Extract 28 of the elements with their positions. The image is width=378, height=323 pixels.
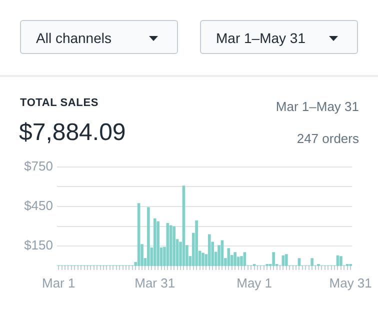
bar — [202, 252, 204, 266]
x-tick-label: Mar 1 — [42, 275, 76, 290]
bar — [172, 226, 176, 266]
bar — [234, 252, 236, 266]
bar — [340, 256, 342, 266]
x-tick-label: May 31 — [329, 275, 372, 290]
bar — [310, 258, 314, 266]
text: All channels — [36, 30, 112, 46]
bar — [169, 225, 172, 266]
bar — [153, 218, 156, 266]
bar — [272, 252, 275, 266]
chart-subtitle: $7,884.09 — [19, 119, 126, 147]
y-tick-label: $150 — [24, 238, 53, 253]
x-tick-label: May 1 — [236, 275, 272, 290]
text: Mar 1–May 31 — [276, 99, 359, 114]
text: 247 orders — [296, 131, 359, 146]
y-tick-label: $750 — [24, 158, 53, 174]
bar — [156, 221, 160, 266]
y-tick-label: $450 — [24, 198, 53, 214]
x-tick-label: Mar 31 — [134, 275, 176, 290]
bar — [208, 234, 211, 266]
bar — [284, 254, 288, 266]
text: Mar 1–May 31 — [216, 30, 306, 46]
chart-title: TOTAL SALES — [20, 97, 98, 109]
bar — [240, 256, 243, 266]
bar — [195, 220, 198, 266]
bar — [147, 207, 150, 266]
bar — [227, 248, 230, 266]
